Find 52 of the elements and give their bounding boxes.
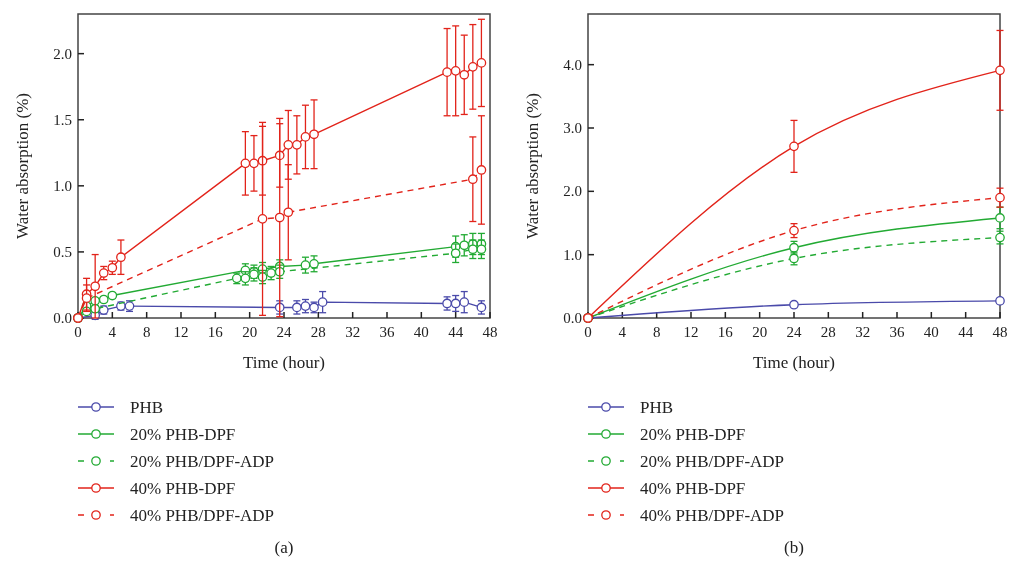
x-tick-label: 40	[923, 324, 939, 340]
y-tick-label: 0.0	[563, 310, 582, 326]
x-axis-title: Time (hour)	[752, 353, 836, 372]
legend-label: 40% PHB-DPF	[130, 479, 236, 498]
x-tick-label: 16	[207, 324, 224, 340]
x-tick-label: 32	[855, 324, 871, 340]
x-axis-title: Time (hour)	[242, 353, 326, 372]
x-tick-label: 4	[618, 324, 627, 340]
x-tick-label: 16	[717, 324, 734, 340]
legend-label: 20% PHB/DPF-ADP	[640, 452, 785, 471]
legend-label: PHB	[130, 398, 164, 417]
x-tick-label: 8	[652, 324, 661, 340]
x-tick-label: 20	[752, 324, 768, 340]
text: (b)	[784, 538, 804, 557]
x-tick-label: 24	[786, 324, 802, 340]
x-tick-label: 48	[482, 324, 498, 340]
x-tick-label: 0	[74, 324, 82, 340]
y-tick-label: 1.5	[53, 111, 72, 128]
x-tick-label: 4	[108, 324, 117, 340]
x-tick-label: 48	[992, 324, 1008, 340]
y-tick-label: 0.0	[53, 310, 72, 326]
y-tick-label: 4.0	[563, 56, 582, 73]
x-tick-label: 44	[448, 324, 464, 340]
x-tick-label: 8	[142, 324, 151, 340]
x-tick-label: 12	[683, 324, 699, 340]
x-tick-label: 36	[889, 324, 905, 340]
x-tick-label: 32	[345, 324, 361, 340]
x-tick-label: 0	[584, 324, 592, 340]
y-axis-title: Water absorption (%)	[523, 93, 542, 239]
legend-label: 20% PHB/DPF-ADP	[130, 452, 275, 471]
text: (a)	[274, 538, 294, 557]
y-axis-title: Water absorption (%)	[13, 93, 32, 239]
y-tick-label: 1.0	[563, 246, 582, 263]
x-tick-label: 28	[310, 324, 326, 340]
y-tick-label: 0.5	[53, 243, 72, 260]
x-tick-label: 44	[958, 324, 974, 340]
y-tick-label: 1.0	[53, 177, 72, 194]
x-tick-label: 28	[820, 324, 836, 340]
x-tick-label: 40	[413, 324, 429, 340]
x-tick-label: 36	[379, 324, 395, 340]
legend-label: 40% PHB-DPF	[640, 479, 746, 498]
y-tick-label: 3.0	[563, 120, 582, 136]
y-tick-label: 2.0	[53, 45, 72, 62]
y-tick-label: 2.0	[563, 183, 582, 200]
legend-label: 40% PHB/DPF-ADP	[130, 506, 275, 525]
x-tick-label: 20	[242, 324, 258, 340]
legend-label: 40% PHB/DPF-ADP	[640, 506, 785, 525]
x-tick-label: 24	[276, 324, 292, 340]
x-tick-label: 12	[173, 324, 189, 340]
legend-label: PHB	[640, 398, 674, 417]
legend-label: 20% PHB-DPF	[130, 425, 236, 444]
legend-label: 20% PHB-DPF	[640, 425, 746, 444]
